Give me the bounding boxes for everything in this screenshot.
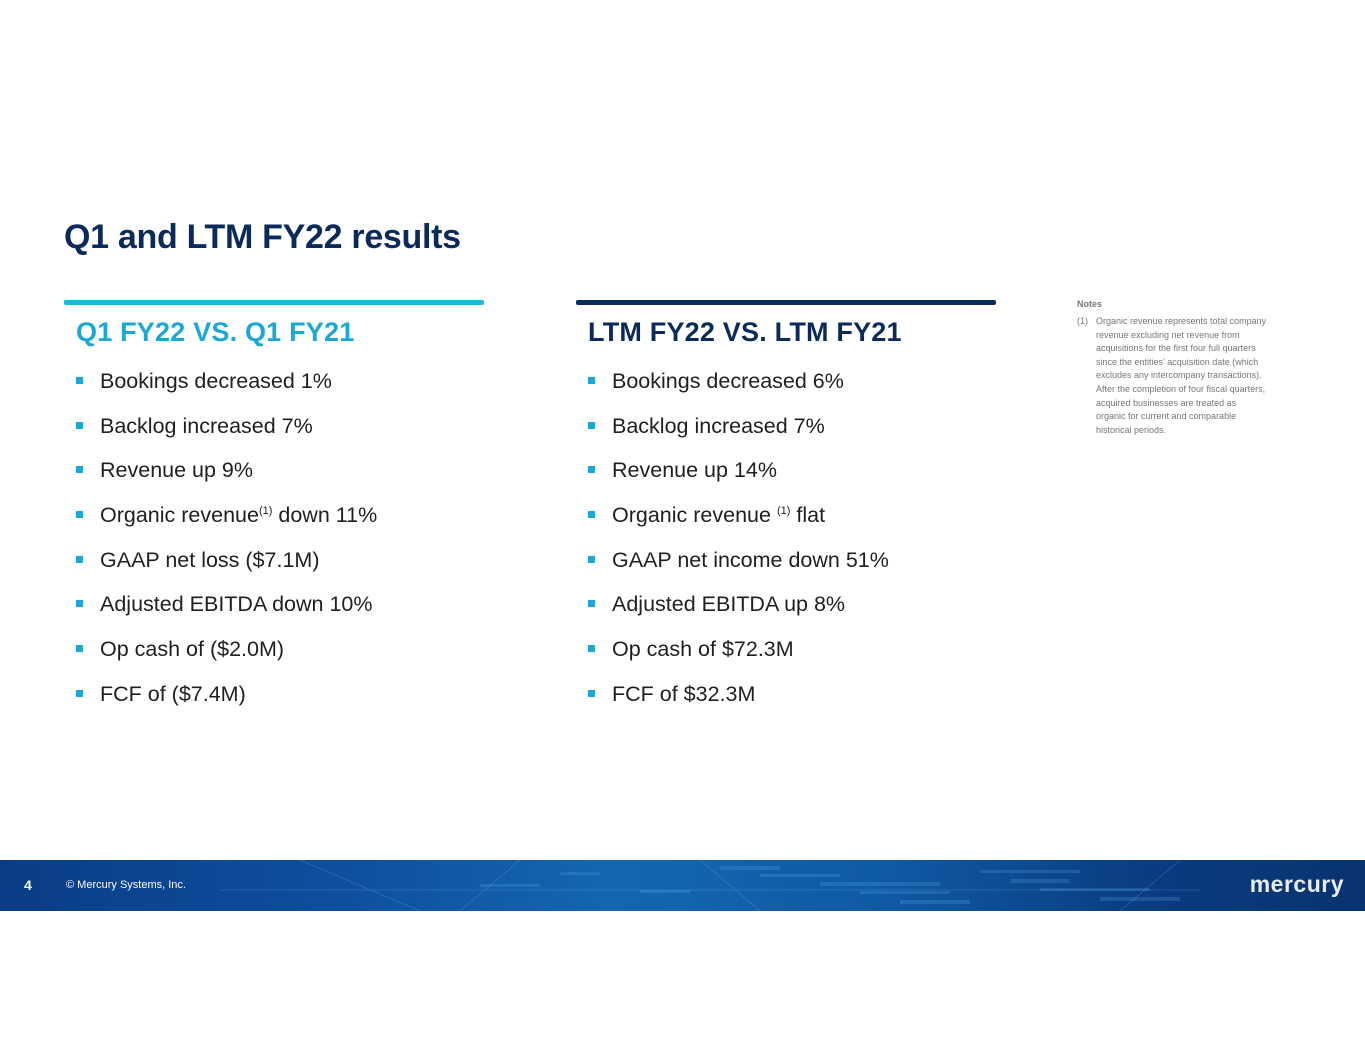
note-text: Organic revenue represents total company… [1096, 316, 1267, 435]
footnote-reference: (1) [258, 505, 273, 518]
bullet-item: Organic revenue(1) down 11% [76, 500, 484, 545]
bullet-square-icon [76, 555, 83, 563]
bullet-item: FCF of $32.3M [588, 679, 996, 724]
bullet-text: Backlog increased 7% [100, 413, 313, 438]
footer-circuit-pattern [220, 860, 1200, 911]
bullet-text-suffix: down 11% [272, 503, 378, 528]
bullet-item: Adjusted EBITDA up 8% [588, 589, 996, 634]
bullet-item: Op cash of ($2.0M) [76, 634, 484, 679]
bullet-text: Revenue up 14% [612, 458, 777, 483]
bullet-item: Bookings decreased 6% [588, 366, 996, 411]
bullet-text: Adjusted EBITDA up 8% [612, 592, 846, 617]
ltm-comparison-column: LTM FY22 VS. LTM FY21 Bookings decreased… [576, 300, 996, 724]
bullet-item: FCF of ($7.4M) [76, 679, 484, 724]
bullet-text: Backlog increased 7% [612, 413, 825, 438]
bullet-text: FCF of ($7.4M) [100, 681, 246, 706]
note-number: (1) [1077, 316, 1088, 326]
bullet-item: Backlog increased 7% [76, 411, 484, 456]
bullet-item: GAAP net income down 51% [588, 545, 996, 590]
bullet-item: Organic revenue (1) flat [588, 500, 996, 545]
q1-comparison-column: Q1 FY22 VS. Q1 FY21 Bookings decreased 1… [64, 300, 484, 724]
footer-bar: 4 © Mercury Systems, Inc. mercury [0, 860, 1365, 911]
bullet-text: Organic revenue [100, 503, 259, 528]
bullet-square-icon [76, 689, 83, 697]
bullet-text: Op cash of ($2.0M) [100, 637, 285, 662]
footnote-reference: (1) [776, 505, 791, 518]
bullet-text: Op cash of $72.3M [612, 637, 794, 662]
bullet-text-suffix: flat [790, 503, 826, 528]
notes-title: Notes [1077, 299, 1103, 309]
ltm-bullet-list: Bookings decreased 6% Backlog increased 7… [576, 366, 996, 724]
bullet-item: Backlog increased 7% [588, 411, 996, 456]
bullet-square-icon [76, 466, 83, 474]
bullet-square-icon [588, 421, 595, 429]
bullet-square-icon [588, 600, 595, 608]
bullet-square-icon [76, 511, 83, 519]
bullet-square-icon [76, 645, 83, 653]
bullet-text: FCF of $32.3M [612, 681, 756, 706]
q1-bullet-list: Bookings decreased 1% Backlog increased 7… [64, 366, 484, 724]
notes-panel: Notes (1) Organic revenue represents tot… [1077, 299, 1267, 437]
q1-heading-rule [64, 300, 484, 305]
page-number: 4 [24, 877, 32, 893]
bullet-item: GAAP net loss ($7.1M) [76, 545, 484, 590]
bullet-square-icon [588, 377, 595, 384]
ltm-heading-rule [576, 300, 996, 305]
bullet-square-icon [588, 466, 595, 474]
bullet-square-icon [588, 555, 595, 563]
mercury-logo: mercury [1249, 871, 1344, 897]
bullet-square-icon [76, 421, 83, 429]
bullet-text: GAAP net income down 51% [612, 547, 889, 572]
bullet-square-icon [588, 689, 595, 697]
bullet-square-icon [588, 511, 595, 519]
bullet-text: Revenue up 9% [100, 458, 253, 483]
bullet-item: Revenue up 9% [76, 455, 484, 500]
bullet-square-icon [76, 600, 83, 608]
q1-heading: Q1 FY22 VS. Q1 FY21 [76, 317, 355, 347]
note-item: (1) Organic revenue represents total com… [1077, 315, 1267, 437]
bullet-item: Op cash of $72.3M [588, 634, 996, 679]
bullet-text: Bookings decreased 1% [100, 369, 332, 393]
bullet-text: Bookings decreased 6% [612, 369, 844, 393]
bullet-item: Adjusted EBITDA down 10% [76, 589, 484, 634]
slide-title: Q1 and LTM FY22 results [64, 218, 461, 256]
bullet-square-icon [588, 645, 595, 653]
bullet-text: GAAP net loss ($7.1M) [100, 547, 320, 572]
bullet-text: Organic revenue [612, 503, 777, 528]
bullet-item: Revenue up 14% [588, 455, 996, 500]
ltm-heading: LTM FY22 VS. LTM FY21 [588, 317, 902, 347]
bullet-item: Bookings decreased 1% [76, 366, 484, 411]
bullet-text: Adjusted EBITDA down 10% [100, 592, 373, 617]
bullet-square-icon [76, 377, 83, 384]
copyright-text: © Mercury Systems, Inc. [66, 879, 186, 891]
